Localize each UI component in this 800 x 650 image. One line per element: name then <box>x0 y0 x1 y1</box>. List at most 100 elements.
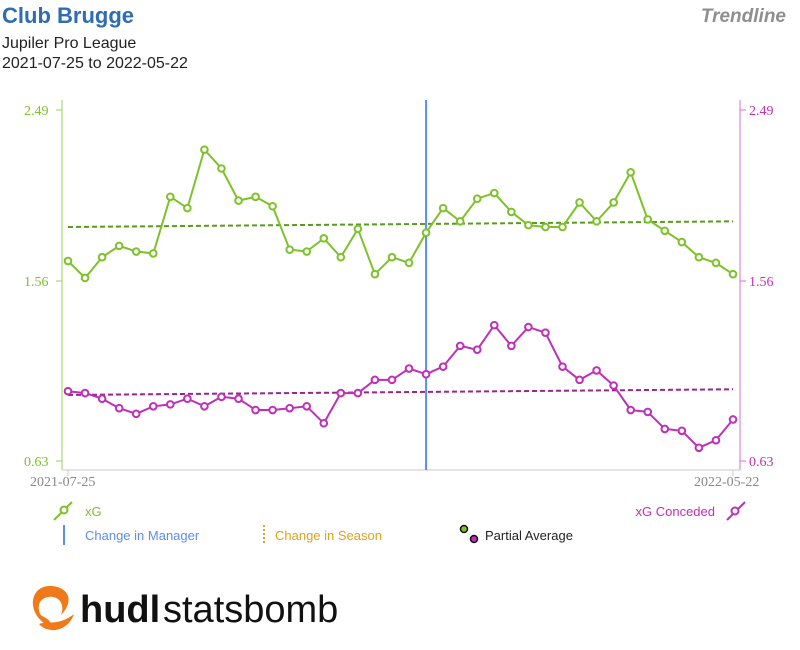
xg-point[interactable] <box>489 188 499 198</box>
xg-conceded-point[interactable] <box>711 435 721 445</box>
xg-conceded-point[interactable] <box>166 400 175 409</box>
xg-conceded-point[interactable] <box>643 407 653 417</box>
xg-point[interactable] <box>114 241 124 251</box>
partial-average-legend-label: Partial Average <box>485 528 573 543</box>
xg-point[interactable] <box>677 237 687 247</box>
xg-point[interactable] <box>217 164 226 173</box>
legend-partial-average[interactable]: Partial Average <box>459 524 573 544</box>
xg-point[interactable] <box>507 207 516 217</box>
xg-point[interactable] <box>643 215 653 224</box>
xg-conceded-point[interactable] <box>626 405 635 415</box>
xg-conceded-point[interactable] <box>370 375 380 385</box>
xg-conceded-point[interactable] <box>404 364 414 373</box>
xg-point[interactable] <box>711 258 721 268</box>
xg-point[interactable] <box>592 217 601 226</box>
xg-point[interactable] <box>336 252 346 262</box>
xg-conceded-point[interactable] <box>507 341 516 351</box>
xg-point[interactable] <box>353 224 363 234</box>
xg-conceded-point[interactable] <box>80 388 90 398</box>
xg-conceded-point[interactable] <box>524 322 533 332</box>
xg-conceded-point[interactable] <box>609 381 618 390</box>
xg-conceded-point[interactable] <box>489 320 499 330</box>
xg-conceded-point[interactable] <box>114 403 124 413</box>
xg-point[interactable] <box>728 269 738 279</box>
xg-point[interactable] <box>421 228 431 237</box>
legend-manager-change[interactable]: Change in Manager <box>63 525 200 545</box>
xg-point[interactable] <box>97 252 107 262</box>
xg-conceded-point[interactable] <box>131 409 141 419</box>
right-tick-label-max: 2.49 <box>749 104 774 119</box>
xg-conceded-point[interactable] <box>660 424 670 434</box>
xg-conceded-point[interactable] <box>319 418 329 428</box>
xg-conceded-point[interactable] <box>234 394 243 404</box>
xg-conceded-point[interactable] <box>728 415 738 424</box>
xg-conceded-point[interactable] <box>336 388 346 398</box>
xg-point[interactable] <box>404 258 414 268</box>
xg-point[interactable] <box>387 252 397 262</box>
xg-point[interactable] <box>251 192 260 202</box>
xg-conceded-point[interactable] <box>148 401 158 411</box>
xg-point[interactable] <box>660 226 670 236</box>
legend-season-change[interactable]: Change in Season <box>263 525 382 545</box>
xg-conceded-point[interactable] <box>200 401 209 411</box>
legend-xg[interactable]: xG <box>53 501 102 521</box>
xg-conceded-point[interactable] <box>183 394 192 404</box>
xg-point[interactable] <box>541 222 550 232</box>
xg-point[interactable] <box>319 234 329 243</box>
xg-point[interactable] <box>268 201 277 211</box>
xg-point[interactable] <box>558 222 567 232</box>
xg-conceded-point[interactable] <box>421 369 431 379</box>
xg-point[interactable] <box>370 269 380 279</box>
trendline-chart: 2.49 1.56 0.63 2.49 1.56 0.63 2021-07-25… <box>24 100 774 545</box>
xg-point[interactable] <box>80 273 90 283</box>
xg-point[interactable] <box>455 217 465 226</box>
right-tick-label-min: 0.63 <box>749 455 774 470</box>
xg-conceded-point[interactable] <box>97 394 107 404</box>
xg-conceded-point[interactable] <box>217 392 226 402</box>
xg-point[interactable] <box>200 145 209 154</box>
xg-point[interactable] <box>524 220 533 230</box>
xg-conceded-point[interactable] <box>63 386 73 396</box>
xg-point[interactable] <box>694 252 704 262</box>
xg-point[interactable] <box>626 167 635 177</box>
xg-point[interactable] <box>63 256 73 266</box>
x-label-start: 2021-07-25 <box>30 475 95 490</box>
competition-name: Jupiler Pro League <box>2 35 137 52</box>
xg-conceded-series-line <box>67 323 734 449</box>
xg-conceded-legend-label: xG Conceded <box>636 504 716 519</box>
xg-conceded-point[interactable] <box>677 426 687 436</box>
xg-point[interactable] <box>609 198 618 207</box>
xg-conceded-point[interactable] <box>575 375 584 385</box>
xg-point[interactable] <box>285 245 294 254</box>
xg-point[interactable] <box>302 247 312 256</box>
xg-point[interactable] <box>166 192 175 202</box>
season-change-legend-label: Change in Season <box>275 528 382 543</box>
xg-point[interactable] <box>438 203 448 213</box>
legend-xg-conceded[interactable]: xG Conceded <box>636 501 746 521</box>
xg-point[interactable] <box>472 194 482 203</box>
xg-point[interactable] <box>148 249 158 258</box>
xg-point[interactable] <box>234 196 243 205</box>
xg-point[interactable] <box>575 198 584 207</box>
xg-conceded-point[interactable] <box>438 362 448 371</box>
xg-conceded-point[interactable] <box>268 405 277 415</box>
xg-conceded-point[interactable] <box>302 401 312 411</box>
plot-area <box>63 100 738 470</box>
axes <box>56 100 746 476</box>
xg-conceded-point[interactable] <box>558 362 567 371</box>
legend: xG xG Conceded Change in Manager Change … <box>53 501 746 545</box>
left-tick-label-mid: 1.56 <box>24 275 49 290</box>
xg-conceded-point[interactable] <box>541 328 550 337</box>
xg-conceded-point[interactable] <box>353 388 363 398</box>
xg-conceded-point[interactable] <box>251 405 260 415</box>
xg-point[interactable] <box>131 247 141 256</box>
left-tick-label-min: 0.63 <box>24 455 49 470</box>
xg-conceded-point[interactable] <box>592 366 601 375</box>
hudl-statsbomb-logo: hudl statsbomb <box>32 586 338 631</box>
xg-conceded-point[interactable] <box>472 345 482 354</box>
xg-point[interactable] <box>183 203 192 213</box>
xg-conceded-point[interactable] <box>285 403 294 413</box>
xg-conceded-point[interactable] <box>694 443 704 453</box>
xg-conceded-point[interactable] <box>387 375 397 385</box>
xg-conceded-point[interactable] <box>455 341 465 351</box>
